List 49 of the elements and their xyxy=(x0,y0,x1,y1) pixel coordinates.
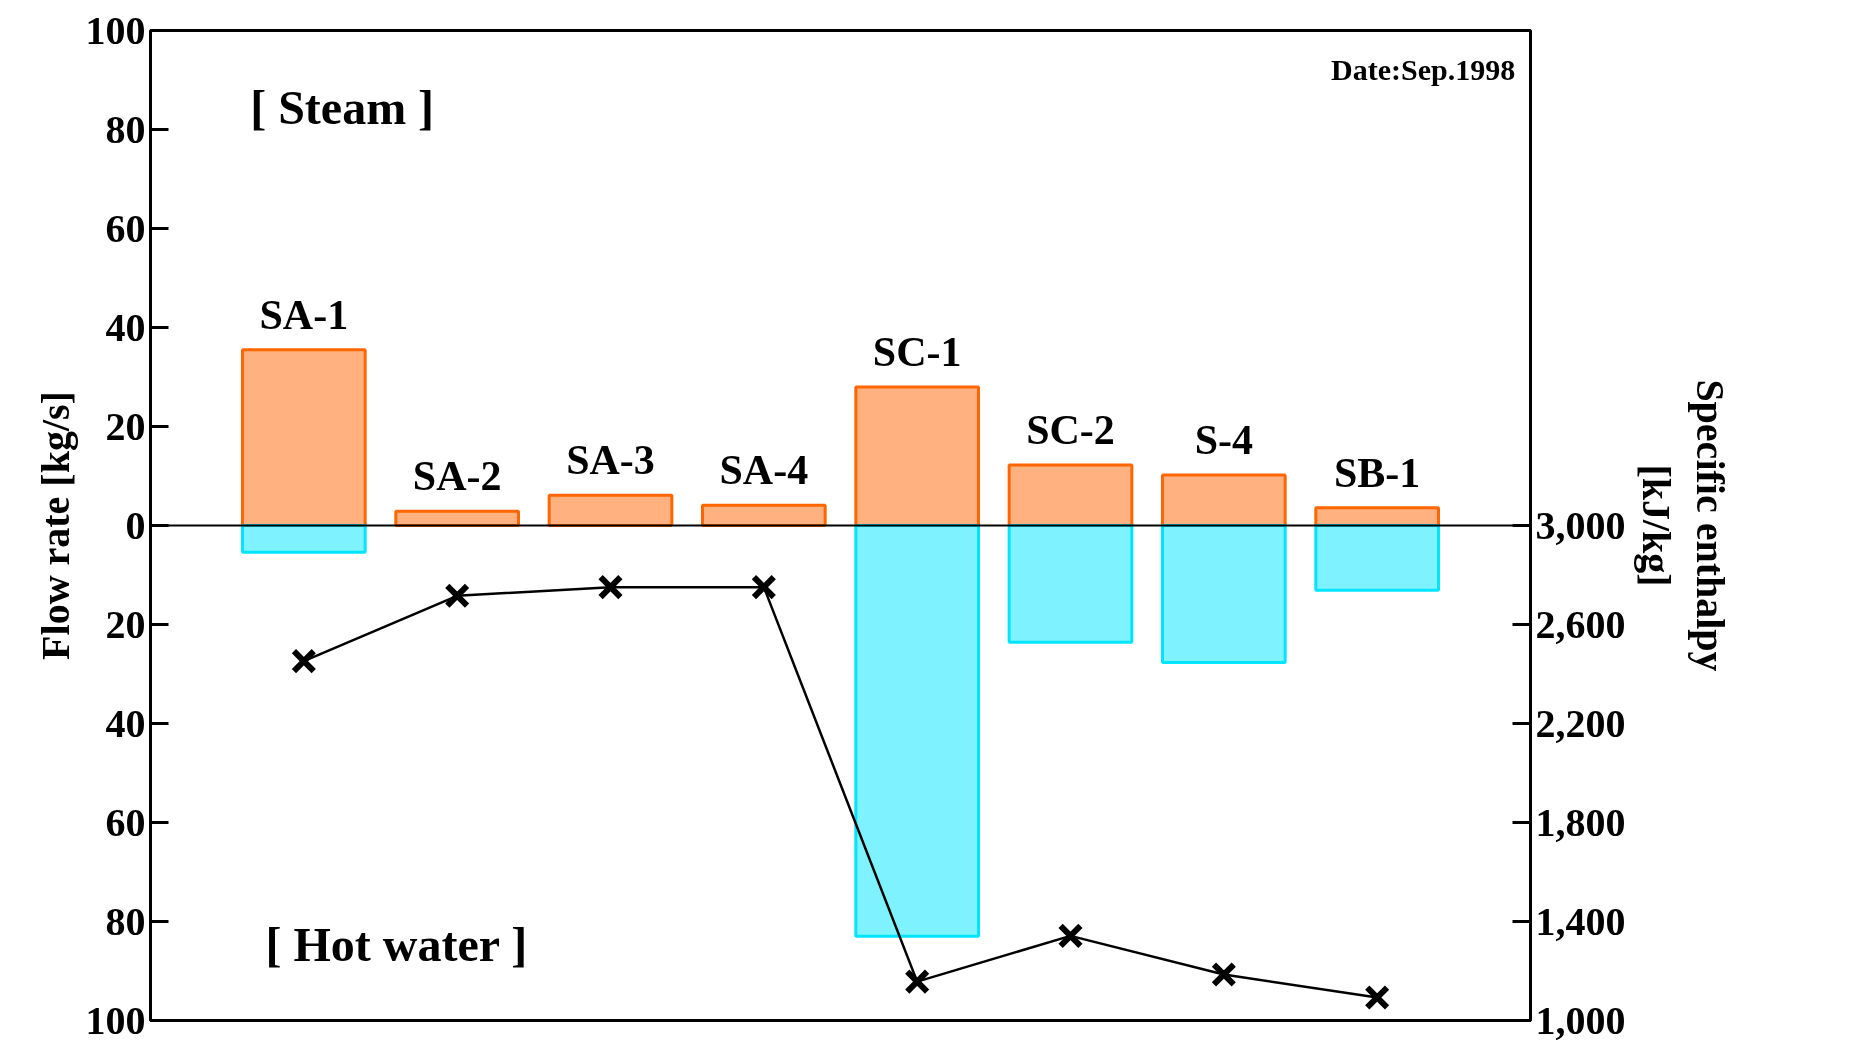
point xyxy=(1364,984,1391,1011)
bar xyxy=(547,493,674,527)
annotation: Date:Sep.1998 xyxy=(1331,52,1516,86)
y-tick-label: 0 xyxy=(125,502,146,548)
y-tick-label: 60 xyxy=(105,205,146,251)
x-tick-label: SA-4 xyxy=(719,447,809,494)
point xyxy=(290,648,317,675)
bar xyxy=(1161,524,1287,665)
x-tick-label: SB-1 xyxy=(1333,449,1421,496)
point xyxy=(750,574,777,601)
y2-tick-label: 1,800 xyxy=(1535,799,1626,845)
y-tick-label: 20 xyxy=(105,601,146,647)
point xyxy=(597,574,624,601)
x-tick-label: SA-1 xyxy=(259,291,349,338)
y2-tick-label: 1,400 xyxy=(1535,898,1626,944)
y2-tick-label: 1,000 xyxy=(1535,997,1626,1043)
y-tick-label: 40 xyxy=(105,700,146,746)
x-tick-label: SC-1 xyxy=(872,328,962,375)
y-tick-label: 40 xyxy=(105,304,146,350)
bar xyxy=(1161,473,1287,527)
y-tick-label: 100 xyxy=(85,997,146,1043)
bar xyxy=(1314,524,1440,592)
point xyxy=(904,968,931,995)
y-tick-label: 80 xyxy=(105,898,146,944)
x-tick-label: S-4 xyxy=(1194,417,1254,464)
y2-tick-label: 2,200 xyxy=(1535,700,1626,746)
bar xyxy=(1007,524,1134,644)
x-tick-label: SA-3 xyxy=(566,437,655,484)
y-tick-label: 80 xyxy=(105,106,146,152)
x-tick-label: SC-2 xyxy=(1026,407,1115,454)
y2-tick-label: 2,600 xyxy=(1535,601,1626,647)
annotation: [ Steam ] xyxy=(250,80,435,134)
y-tick-label: 60 xyxy=(105,799,146,845)
bar xyxy=(854,524,980,938)
bar xyxy=(854,385,980,527)
x-tick-label: SA-2 xyxy=(412,453,502,500)
y2-axis-title: Specific enthalpy [kJ/kg] xyxy=(1633,379,1733,672)
annotation: [ Hot water ] xyxy=(265,917,528,971)
y-tick-label: 20 xyxy=(105,403,146,449)
bar xyxy=(701,503,827,527)
point xyxy=(1057,922,1084,949)
y-axis-title: Flow rate [kg/s] xyxy=(32,391,78,660)
point xyxy=(444,582,471,609)
y2-tick-label: 3,000 xyxy=(1535,502,1626,548)
point xyxy=(1210,961,1237,988)
bar xyxy=(241,524,367,554)
y-tick-label: 100 xyxy=(85,7,146,53)
bar xyxy=(241,348,367,527)
bar xyxy=(1007,463,1134,527)
